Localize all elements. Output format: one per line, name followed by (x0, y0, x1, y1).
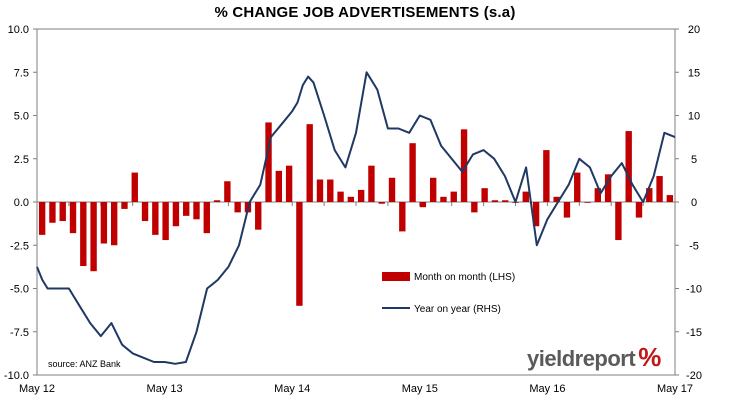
logo-percent-mark: % (638, 342, 661, 372)
y-left-tick-label: 0.0 (14, 197, 29, 209)
y-left-tick-label: 2.5 (14, 154, 29, 166)
bar-mom (440, 196, 447, 202)
bar-mom (162, 202, 169, 241)
legend-label-mom: Month on month (LHS) (414, 272, 515, 283)
bar-mom (378, 202, 385, 204)
bar-mom (306, 124, 313, 202)
bar-mom (460, 129, 468, 202)
bar-mom (522, 191, 529, 202)
y-right-tick-label: 20 (688, 24, 700, 36)
bar-mom (110, 202, 118, 246)
bar-mom (172, 202, 180, 227)
source-note: source: ANZ Bank (48, 359, 121, 369)
bar-mom (656, 176, 663, 202)
bar-mom (584, 202, 591, 203)
y-left-tick-label: 7.5 (14, 67, 29, 79)
bar-mom (594, 188, 602, 202)
bar-mom (666, 195, 674, 202)
y-right-tick-label: 0 (691, 197, 697, 209)
bar-mom (255, 202, 262, 230)
x-tick-label: May 12 (19, 383, 55, 395)
bar-mom (203, 202, 210, 234)
bar-mom (59, 202, 66, 222)
bar-mom (604, 174, 612, 202)
bar-mom (419, 202, 427, 208)
bar-mom (265, 122, 272, 202)
bar-mom (563, 202, 571, 218)
bar-mom (327, 179, 334, 202)
bar-mom (49, 202, 56, 223)
bar-mom (213, 200, 221, 202)
bar-mom (409, 143, 416, 202)
x-tick-label: May 15 (402, 383, 438, 395)
y-left-tick-label: 10.0 (8, 24, 29, 36)
x-tick-label: May 16 (529, 383, 565, 395)
bar-mom (502, 200, 509, 202)
bar-mom (131, 172, 138, 202)
bar-mom (615, 202, 622, 241)
bar-mom (388, 177, 396, 202)
y-right-tick-label: 10 (688, 111, 700, 123)
bar-mom (69, 202, 77, 234)
bar-mom (574, 172, 581, 202)
y-left-tick-label: -2.5 (10, 240, 29, 252)
bar-mom (471, 202, 478, 213)
line-yoy (36, 71, 676, 365)
bar-mom (532, 202, 540, 227)
bar-mom (337, 191, 344, 202)
bar-mom (553, 196, 560, 202)
bar-mom (152, 202, 159, 235)
x-tick-label: May 17 (657, 383, 693, 395)
bar-mom (481, 188, 488, 202)
y-right-tick-label: -5 (689, 240, 699, 252)
y-right-tick-label: 15 (688, 67, 700, 79)
bar-mom (296, 202, 303, 306)
bar-mom (275, 170, 283, 202)
y-left-tick-label: 5.0 (14, 111, 29, 123)
y-left-tick-label: -7.5 (10, 327, 29, 339)
y-left-tick-label: -5.0 (10, 284, 29, 296)
bar-mom (38, 202, 46, 235)
bar-mom (80, 202, 87, 267)
bar-mom (625, 131, 632, 202)
bar-mom (234, 202, 241, 213)
bar-mom (316, 179, 324, 202)
bar-mom (193, 202, 200, 220)
bar-mom (357, 189, 365, 202)
y-right-tick-label: -10 (686, 284, 702, 296)
bar-mom (183, 202, 190, 216)
bar-mom (646, 188, 653, 202)
bar-mom (224, 181, 231, 202)
yieldreport-logo: yieldreport% (527, 342, 661, 372)
y-left-tick-label: -10.0 (4, 370, 29, 382)
bar-mom (90, 202, 97, 272)
y-right-tick-label: -15 (686, 327, 702, 339)
bar-mom (285, 165, 293, 202)
logo-text: yieldreport (527, 346, 636, 371)
bar-mom (368, 165, 375, 202)
bar-mom (121, 202, 128, 209)
y-right-tick-label: 5 (691, 154, 697, 166)
x-tick-label: May 13 (147, 383, 183, 395)
bar-mom (100, 202, 108, 244)
legend-swatch-mom (382, 272, 410, 281)
bar-mom (399, 202, 406, 232)
bar-mom (491, 200, 499, 202)
bar-mom (141, 202, 149, 222)
bar-mom (543, 150, 550, 202)
bar-mom (450, 191, 457, 202)
chart-title: % CHANGE JOB ADVERTISEMENTS (s.a) (214, 4, 516, 21)
x-tick-label: May 14 (274, 383, 310, 395)
bar-mom (635, 202, 643, 218)
y-right-tick-label: -20 (686, 370, 702, 382)
bar-mom (429, 177, 437, 202)
bar-mom (347, 196, 355, 202)
legend-label-yoy: Year on year (RHS) (414, 304, 501, 315)
